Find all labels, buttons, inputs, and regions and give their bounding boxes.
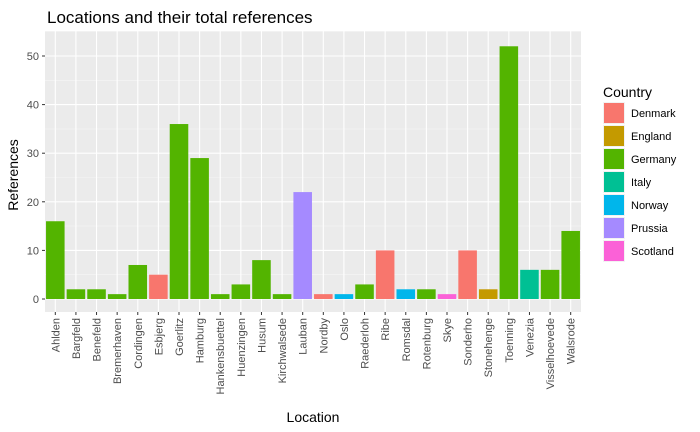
- y-tick-label: 30: [27, 148, 39, 160]
- y-tick-label: 50: [27, 51, 39, 63]
- x-tick-label: Visselhoevede: [545, 318, 557, 389]
- legend-label-prussia: Prussia: [631, 223, 669, 235]
- legend-label-england: England: [631, 131, 671, 143]
- bar-romsdal: [396, 289, 416, 299]
- bar-hankensbuettel: [210, 294, 230, 299]
- bar-hamburg: [190, 158, 209, 299]
- legend-label-italy: Italy: [631, 177, 652, 189]
- bar-visselhoevede: [540, 269, 560, 299]
- x-tick-label: Rotenburg: [421, 318, 433, 369]
- legend-swatch-england: [604, 126, 624, 146]
- x-axis-ticks: Ahlden Bargfeld Benefeld Bremerhaven Cording…: [50, 312, 578, 394]
- x-tick-label: Hamburg: [195, 318, 207, 363]
- bar-walsrode: [561, 230, 580, 299]
- bar-rotenburg: [417, 289, 436, 299]
- x-tick-label: Walsrode: [566, 318, 578, 364]
- bar-skye: [437, 294, 457, 299]
- x-tick-label: Skye: [442, 318, 454, 342]
- y-tick-label: 0: [33, 294, 39, 306]
- bar-kirchwalsede: [272, 294, 292, 299]
- bar-husum: [252, 260, 271, 299]
- x-tick-label: Goerlitz: [174, 318, 186, 356]
- bar-ahlden: [46, 221, 65, 299]
- x-tick-label: Lauban: [298, 318, 310, 355]
- legend-label-norway: Norway: [631, 200, 669, 212]
- bar-toenning: [499, 46, 519, 299]
- x-tick-label: Husum: [256, 318, 268, 353]
- x-tick-label: Raederloh: [360, 318, 372, 369]
- x-tick-label: Nordby: [318, 318, 330, 354]
- bar-venezia: [520, 269, 539, 299]
- y-tick-label: 10: [27, 245, 39, 257]
- bar-lauban: [293, 192, 312, 299]
- x-tick-label: Esbjerg: [153, 318, 165, 355]
- x-tick-label: Huenzingen: [236, 318, 248, 377]
- x-tick-label: Bargfeld: [71, 318, 83, 359]
- bar-ribe: [375, 250, 395, 299]
- bar-goerlitz: [169, 124, 189, 299]
- bar-sonderho: [458, 250, 477, 299]
- y-tick-label: 20: [27, 197, 39, 209]
- x-tick-label: Ribe: [380, 318, 392, 341]
- legend-swatch-denmark: [604, 103, 624, 123]
- bar-huenzingen: [231, 284, 251, 299]
- legend-swatch-prussia: [604, 218, 624, 238]
- x-tick-label: Bremerhaven: [112, 318, 124, 384]
- legend-title: Country: [603, 84, 652, 100]
- legend: Denmark England Germany Italy Norway Prussia S…: [603, 102, 677, 262]
- y-axis-ticks: 0 10 20 30 40 50: [27, 51, 45, 306]
- x-tick-label: Hankensbuettel: [215, 318, 227, 394]
- legend-swatch-italy: [604, 172, 624, 192]
- bars: [46, 46, 580, 299]
- bar-oslo: [334, 294, 354, 299]
- y-axis-title: References: [5, 139, 21, 211]
- x-tick-label: Venezia: [524, 317, 536, 357]
- x-tick-label: Toenning: [504, 318, 516, 363]
- legend-swatch-norway: [604, 195, 624, 215]
- legend-swatch-germany: [604, 149, 624, 169]
- x-axis-title: Location: [287, 409, 340, 425]
- y-tick-label: 40: [27, 100, 39, 112]
- x-tick-label: Benefeld: [92, 318, 104, 361]
- legend-label-germany: Germany: [631, 154, 677, 166]
- legend-swatch-scotland: [604, 241, 624, 261]
- chart-title: Locations and their total references: [47, 8, 313, 27]
- x-tick-label: Kirchwalsede: [277, 318, 289, 383]
- bar-benefeld: [87, 289, 106, 299]
- x-tick-label: Ahlden: [50, 318, 62, 352]
- bar-bargfeld: [66, 289, 86, 299]
- x-tick-label: Cordingen: [133, 318, 145, 369]
- x-tick-label: Romsdal: [401, 318, 413, 361]
- bar-esbjerg: [149, 274, 168, 299]
- bar-raederloh: [355, 284, 374, 299]
- bar-nordby: [314, 294, 333, 299]
- legend-label-denmark: Denmark: [631, 108, 676, 120]
- x-tick-label: Sonderho: [463, 318, 475, 366]
- bar-stonehenge: [478, 289, 498, 299]
- x-tick-label: Stonehenge: [483, 318, 495, 377]
- bar-cordingen: [128, 264, 148, 299]
- legend-label-scotland: Scotland: [631, 246, 674, 258]
- x-tick-label: Oslo: [339, 318, 351, 341]
- bar-bremerhaven: [107, 294, 127, 299]
